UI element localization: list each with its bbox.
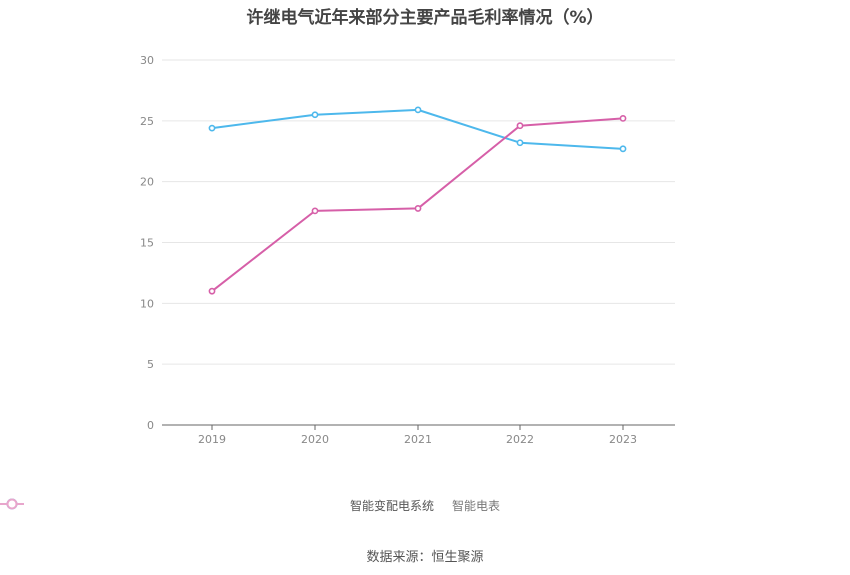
series-layer (208, 106, 627, 295)
chart-title: 许继电气近年来部分主要产品毛利率情况（%） (246, 8, 604, 28)
y-tick-label: 30 (140, 54, 154, 67)
data-point (208, 124, 216, 132)
legend-label: 智能电表 (452, 499, 501, 513)
gridlines (162, 59, 675, 365)
x-tick-label: 2023 (609, 433, 637, 446)
legend-label: 智能变配电系统 (349, 499, 434, 513)
y-axis: 0 5 10 15 20 25 30 (140, 54, 154, 432)
x-tick-label: 2021 (404, 433, 432, 446)
y-tick-label: 15 (140, 237, 154, 250)
data-point (619, 145, 627, 153)
data-point (208, 287, 216, 295)
y-tick-label: 25 (140, 115, 154, 128)
data-point (516, 139, 524, 147)
data-point (311, 207, 319, 215)
legend: 智能变配电系统 智能电表 (0, 497, 850, 514)
x-tick-label: 2022 (506, 433, 534, 446)
y-tick-label: 0 (147, 419, 154, 432)
data-point (516, 122, 524, 130)
legend-item-series-1[interactable]: 智能变配电系统 (0, 497, 434, 514)
y-tick-label: 10 (140, 297, 154, 310)
data-point (414, 205, 422, 212)
x-tick-label: 2019 (198, 433, 226, 446)
data-point (619, 115, 627, 122)
x-axis: 2019 2020 2021 2022 2023 (162, 424, 675, 446)
legend-item-series-2[interactable]: 智能电表 (0, 497, 501, 514)
y-tick-label: 5 (147, 358, 154, 371)
data-point (311, 111, 319, 119)
series-line-1 (211, 108, 624, 150)
data-source-note: 数据来源：恒生聚源 (366, 550, 484, 565)
data-point (414, 106, 422, 114)
line-marker-icon (0, 498, 24, 510)
y-tick-label: 20 (140, 176, 154, 189)
x-tick-label: 2020 (301, 433, 329, 446)
